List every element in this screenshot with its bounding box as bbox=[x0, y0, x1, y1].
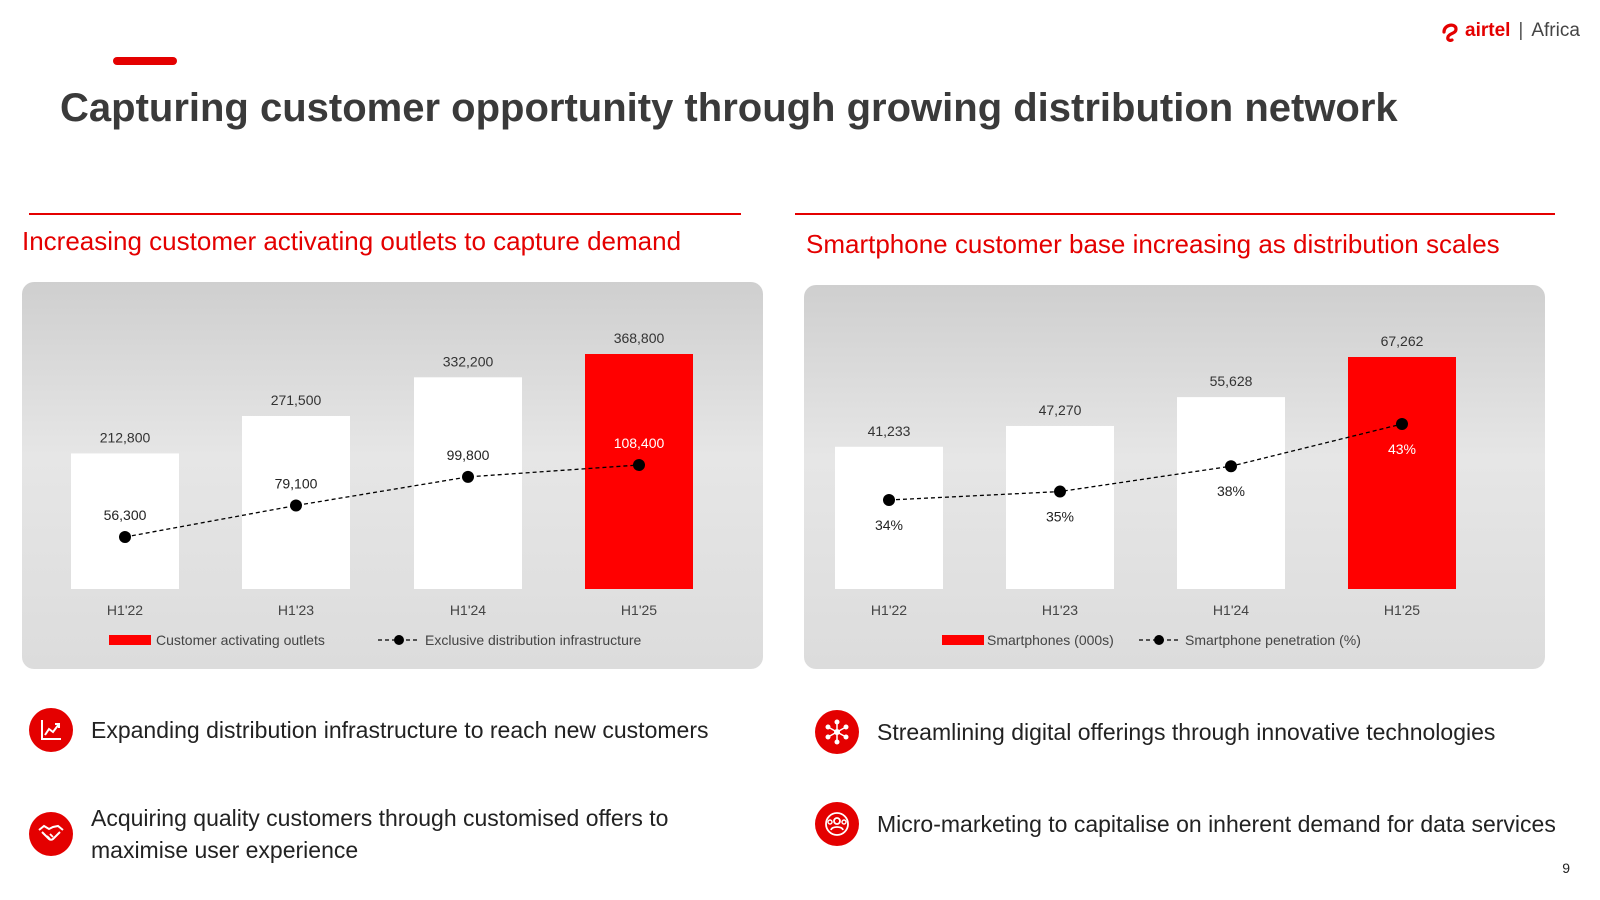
line-point bbox=[119, 531, 131, 543]
line-value-label: 43% bbox=[1388, 441, 1416, 457]
airtel-africa-logo: airtel | Africa bbox=[1440, 18, 1580, 44]
bar-h124 bbox=[1177, 397, 1285, 589]
x-tick-label: H1'23 bbox=[278, 602, 314, 618]
bar-value-label: 212,800 bbox=[100, 429, 151, 445]
title-accent-bar bbox=[113, 57, 177, 65]
x-tick-label: H1'25 bbox=[1384, 602, 1420, 618]
bar-value-label: 41,233 bbox=[868, 423, 911, 439]
bar-h125 bbox=[585, 354, 693, 589]
airtel-swirl-icon bbox=[1442, 23, 1458, 42]
growth-chart-icon bbox=[29, 708, 73, 752]
legend-swatch-bar bbox=[109, 635, 151, 645]
bullet-micro-marketing: Micro-marketing to capitalise on inheren… bbox=[815, 802, 1575, 846]
bar-h125 bbox=[1348, 357, 1456, 589]
line-value-label: 79,100 bbox=[275, 475, 318, 491]
handshake-icon bbox=[29, 812, 73, 856]
line-value-label: 35% bbox=[1046, 509, 1074, 525]
bullet-text: Streamlining digital offerings through i… bbox=[877, 719, 1496, 745]
line-value-label: 108,400 bbox=[614, 435, 665, 451]
bullet-acquiring-customers: Acquiring quality customers through cust… bbox=[29, 802, 749, 866]
bar-h122 bbox=[71, 453, 179, 589]
series-line bbox=[888, 423, 1403, 501]
line-point bbox=[1054, 485, 1066, 498]
x-tick-label: H1'24 bbox=[450, 602, 486, 618]
line-value-label: 34% bbox=[875, 517, 903, 533]
logo-region: Africa bbox=[1531, 20, 1580, 41]
bullet-text: Acquiring quality customers through cust… bbox=[91, 805, 669, 863]
line-point bbox=[1396, 418, 1408, 430]
bar-value-label: 271,500 bbox=[271, 392, 322, 408]
line-point bbox=[462, 470, 474, 483]
bar-value-label: 332,200 bbox=[443, 353, 494, 369]
legend-swatch-bar bbox=[942, 635, 984, 645]
legend-label-bar: Customer activating outlets bbox=[156, 632, 325, 648]
legend-label-line: Smartphone penetration (%) bbox=[1185, 632, 1361, 648]
right-section-title: Smartphone customer base increasing as d… bbox=[806, 229, 1500, 259]
x-tick-label: H1'22 bbox=[871, 602, 907, 618]
bar-value-label: 55,628 bbox=[1210, 373, 1253, 389]
x-tick-label: H1'25 bbox=[621, 602, 657, 618]
bar-h123 bbox=[1006, 425, 1114, 589]
legend-label-line: Exclusive distribution infrastructure bbox=[425, 632, 642, 648]
line-point bbox=[290, 499, 302, 512]
line-value-label: 56,300 bbox=[104, 507, 147, 523]
smartphone-chart-panel: 41,233 H1'22 47,270 H1'23 55,628 H1'24 67,262 H… bbox=[804, 285, 1545, 669]
bar-h122 bbox=[835, 446, 943, 589]
line-value-label: 38% bbox=[1217, 483, 1245, 499]
line-point bbox=[883, 494, 895, 506]
left-section-divider bbox=[29, 213, 741, 215]
bullet-expanding-distribution: Expanding distribution infrastructure to… bbox=[29, 708, 749, 752]
bullet-text: Micro-marketing to capitalise on inheren… bbox=[877, 811, 1556, 837]
outlets-chart: 212,800 H1'22 271,500 H1'23 332,200 H1'24 368,… bbox=[71, 330, 693, 648]
network-nodes-icon bbox=[815, 710, 859, 754]
logo-separator: | bbox=[1518, 20, 1524, 41]
outlets-chart-panel: 212,800 H1'22 271,500 H1'23 332,200 H1'24 368,… bbox=[22, 282, 763, 669]
bar-value-label: 368,800 bbox=[614, 330, 665, 346]
people-target-icon bbox=[815, 802, 859, 846]
legend-label-bar: Smartphones (000s) bbox=[987, 632, 1114, 648]
smartphone-chart: 41,233 H1'22 47,270 H1'23 55,628 H1'24 67,262 H… bbox=[835, 333, 1456, 648]
right-section-divider bbox=[795, 213, 1555, 215]
page-number: 9 bbox=[1562, 860, 1570, 876]
line-value-label: 99,800 bbox=[447, 447, 490, 463]
bullet-text: Expanding distribution infrastructure to… bbox=[91, 717, 709, 743]
line-point bbox=[1225, 460, 1237, 473]
x-tick-label: H1'23 bbox=[1042, 602, 1078, 618]
x-tick-label: H1'24 bbox=[1213, 602, 1249, 618]
bar-value-label: 47,270 bbox=[1039, 402, 1082, 418]
left-section-title: Increasing customer activating outlets t… bbox=[22, 226, 682, 256]
series-line bbox=[124, 464, 640, 538]
bar-value-label: 67,262 bbox=[1381, 333, 1424, 349]
legend-marker-line bbox=[1154, 635, 1164, 645]
logo-brand: airtel bbox=[1465, 20, 1511, 41]
x-tick-label: H1'22 bbox=[107, 602, 143, 618]
line-point bbox=[633, 459, 645, 471]
page-title: Capturing customer opportunity through g… bbox=[60, 86, 1398, 130]
legend-marker-line bbox=[394, 635, 404, 645]
bullet-streamlining-digital: Streamlining digital offerings through i… bbox=[815, 710, 1575, 754]
